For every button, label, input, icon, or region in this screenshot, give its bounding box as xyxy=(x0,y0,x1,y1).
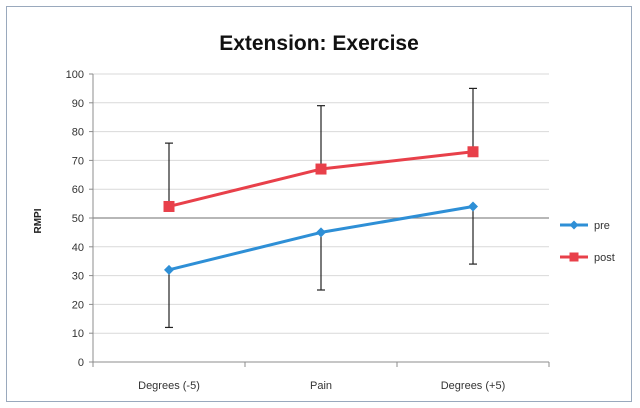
x-tick-label: Pain xyxy=(310,380,332,392)
y-tick-label: 40 xyxy=(72,242,84,254)
axes: 0 10 20 30 40 50 60 70 80 90 100 Degrees (-5) Pain De… xyxy=(66,69,550,392)
error-bars xyxy=(165,87,477,329)
series-lines xyxy=(163,146,479,275)
x-tick-label: Degrees (-5) xyxy=(138,380,200,392)
legend-marker-pre xyxy=(569,220,579,230)
y-tick-label: 10 xyxy=(72,328,84,340)
legend-label-pre: pre xyxy=(594,220,610,232)
y-tick-label: 70 xyxy=(72,155,84,167)
data-point-post xyxy=(315,163,327,175)
legend-marker-post xyxy=(569,252,579,262)
data-point-post xyxy=(163,200,175,212)
data-point-post xyxy=(467,146,479,158)
y-tick-label: 30 xyxy=(72,271,84,283)
y-tick-label: 90 xyxy=(72,98,84,110)
data-point-pre xyxy=(468,201,478,212)
legend-label-post: post xyxy=(594,252,615,264)
y-tick-label: 60 xyxy=(72,184,84,196)
y-tick-label: 80 xyxy=(72,127,84,139)
data-point-pre xyxy=(316,227,326,238)
y-axis-label: RMPI xyxy=(33,208,44,233)
chart-title: Extension: Exercise xyxy=(219,32,419,55)
chart-frame: Extension: Exercise RMPI 0 10 20 30 40 50 60 70… xyxy=(6,6,632,402)
data-point-pre xyxy=(164,264,174,275)
x-tick-label: Degrees (+5) xyxy=(441,380,506,392)
legend: pre post xyxy=(560,220,615,264)
y-tick-label: 100 xyxy=(66,69,84,81)
y-tick-label: 50 xyxy=(72,213,84,225)
y-tick-label: 20 xyxy=(72,299,84,311)
y-tick-label: 0 xyxy=(78,357,84,369)
line-chart: Extension: Exercise RMPI 0 10 20 30 40 50 60 70… xyxy=(33,32,615,392)
